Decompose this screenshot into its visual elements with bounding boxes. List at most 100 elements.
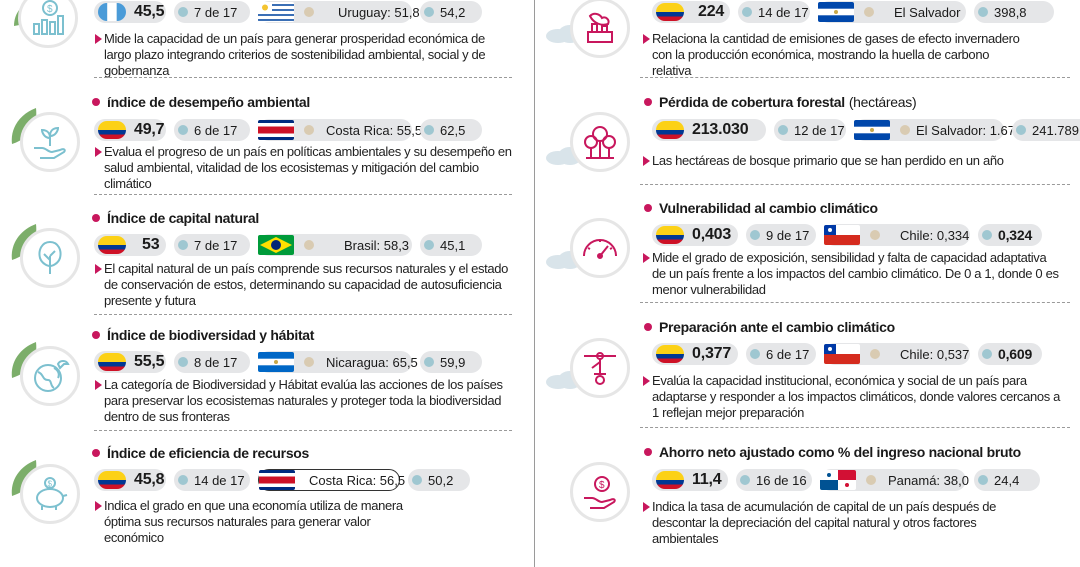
value: 55,5 <box>134 353 165 370</box>
value-pill: 49,7 <box>94 119 166 141</box>
rank-pill: 14 de 17 <box>738 1 810 23</box>
panama-flag <box>820 470 856 490</box>
value-pill: 213.030 <box>652 119 766 141</box>
metrics-row: 55,5 8 de 17 Nicaragua: 65,5 59,9 <box>94 351 482 373</box>
avg: 59,9 <box>440 354 466 370</box>
separator <box>640 427 1070 428</box>
description: Evalúa la capacidad institucional, econó… <box>643 373 1068 421</box>
value: 224 <box>698 3 725 20</box>
indicator-title: Índice de eficiencia de recursos <box>92 443 309 463</box>
avg-pill: 0,324 <box>978 224 1042 246</box>
separator <box>640 302 1070 303</box>
rank-pill: 6 de 17 <box>174 119 250 141</box>
colombia-flag <box>656 471 684 489</box>
avg: 24,4 <box>994 472 1020 488</box>
value-pill: 45,5 <box>94 1 166 23</box>
rank: 6 de 17 <box>766 346 810 362</box>
chile-flag <box>824 344 860 364</box>
best-country: Costa Rica: 56,5 <box>309 472 406 488</box>
description: Evalua el progreso de un país en polític… <box>95 144 515 192</box>
description: El capital natural de un país comprende … <box>95 261 520 309</box>
rank-pill: 7 de 17 <box>174 1 250 23</box>
avg-pill: 24,4 <box>974 469 1040 491</box>
avg-pill: 62,5 <box>420 119 482 141</box>
value-pill: 11,4 <box>652 469 728 491</box>
gauge-icon <box>570 218 630 278</box>
rank-pill: 8 de 17 <box>174 351 250 373</box>
rank: 16 de 16 <box>756 472 807 488</box>
rank: 9 de 17 <box>766 227 810 243</box>
avg: 0,609 <box>998 346 1033 362</box>
svg-text:$: $ <box>47 4 53 15</box>
avg: 0,324 <box>998 227 1033 243</box>
rank: 14 de 17 <box>758 4 809 20</box>
avg: 241.789 <box>1032 122 1079 138</box>
best-pill: Costa Rica: 55,5 <box>258 119 422 141</box>
rank: 14 de 17 <box>194 472 245 488</box>
chart-dollar-icon: $ <box>18 0 78 48</box>
indicator-title: Índice de biodiversidad y hábitat <box>92 325 314 345</box>
svg-text:$: $ <box>599 480 605 491</box>
best-pill: Nicaragua: 65,5 <box>258 351 418 373</box>
indicator-title: Preparación ante el cambio climático <box>644 317 895 337</box>
best-country: Brasil: 58,3 <box>344 237 410 253</box>
separator <box>94 77 512 78</box>
left-column: $ 45,5 7 de 17 Uruguay: 51,8 54,2 Mide l… <box>0 0 530 567</box>
description: Indica la tasa de acumulación de capital… <box>643 499 1023 547</box>
best-country: Chile: 0,334 <box>900 227 970 243</box>
hand-coin-icon: $ <box>570 462 630 522</box>
avg: 398,8 <box>994 4 1027 20</box>
globe-bird-icon <box>20 346 80 406</box>
avg: 45,1 <box>440 237 466 253</box>
value: 45,8 <box>134 471 165 488</box>
description: Mide el grado de exposición, sensibilida… <box>643 250 1063 298</box>
value: 49,7 <box>134 121 165 138</box>
avg: 62,5 <box>440 122 466 138</box>
metrics-row: 213.030 12 de 17 El Salvador: 1.679 241.… <box>652 119 1080 141</box>
indicator-title: índice de desempeño ambiental <box>92 92 310 112</box>
metrics-row: 49,7 6 de 17 Costa Rica: 55,5 62,5 <box>94 119 482 141</box>
description: Indica el grado en que una economía util… <box>95 498 415 546</box>
indicator-title: Índice de capital natural <box>92 208 259 228</box>
chile-flag <box>824 225 860 245</box>
rank-pill: 7 de 17 <box>174 234 250 256</box>
colombia-flag <box>98 471 126 489</box>
value: 0,403 <box>692 226 732 243</box>
description: Las hectáreas de bosque primario que se … <box>643 153 1023 169</box>
avg-pill: 50,2 <box>408 469 470 491</box>
best-country: El Salvador <box>894 4 961 20</box>
avg-pill: 398,8 <box>974 1 1054 23</box>
best-pill: El Salvador: 1.679 <box>854 119 1022 141</box>
best-pill: Chile: 0,334 <box>824 224 970 246</box>
avg-pill: 59,9 <box>420 351 482 373</box>
costa-rica-flag <box>259 470 295 490</box>
best-pill: Panamá: 38,0 <box>820 469 969 491</box>
value-pill: 45,8 <box>94 469 166 491</box>
tree-icon <box>20 228 80 288</box>
hands-plant-icon <box>20 112 80 172</box>
best-country: Nicaragua: 65,5 <box>326 354 418 370</box>
colombia-flag <box>656 121 684 139</box>
best-pill: Costa Rica: 56,5 <box>258 469 405 491</box>
description: Mide la capacidad de un país para genera… <box>95 31 515 79</box>
metrics-row: 224 14 de 17 El Salvador 398,8 <box>652 1 1054 23</box>
best-pill: Uruguay: 51,8 <box>258 1 420 23</box>
rank: 7 de 17 <box>194 4 238 20</box>
avg-pill: 241.789 <box>1012 119 1080 141</box>
separator <box>640 77 1070 78</box>
factory-icon <box>570 0 630 58</box>
best-country: Uruguay: 51,8 <box>338 4 420 20</box>
value-pill: 53 <box>94 234 166 256</box>
svg-text:$: $ <box>48 480 53 489</box>
separator <box>94 194 512 195</box>
right-column: 224 14 de 17 El Salvador 398,8 Relaciona… <box>540 0 1080 567</box>
value-pill: 55,5 <box>94 351 166 373</box>
rank: 8 de 17 <box>194 354 238 370</box>
indicator-title: Vulnerabilidad al cambio climático <box>644 198 878 218</box>
best-country: Panamá: 38,0 <box>888 472 969 488</box>
colombia-flag <box>98 236 126 254</box>
costa-rica-flag <box>258 120 294 140</box>
piggy-bank-icon: $ <box>20 464 80 524</box>
metrics-row: 0,377 6 de 17 Chile: 0,537 0,609 <box>652 343 1042 365</box>
rank-pill: 14 de 17 <box>174 469 250 491</box>
